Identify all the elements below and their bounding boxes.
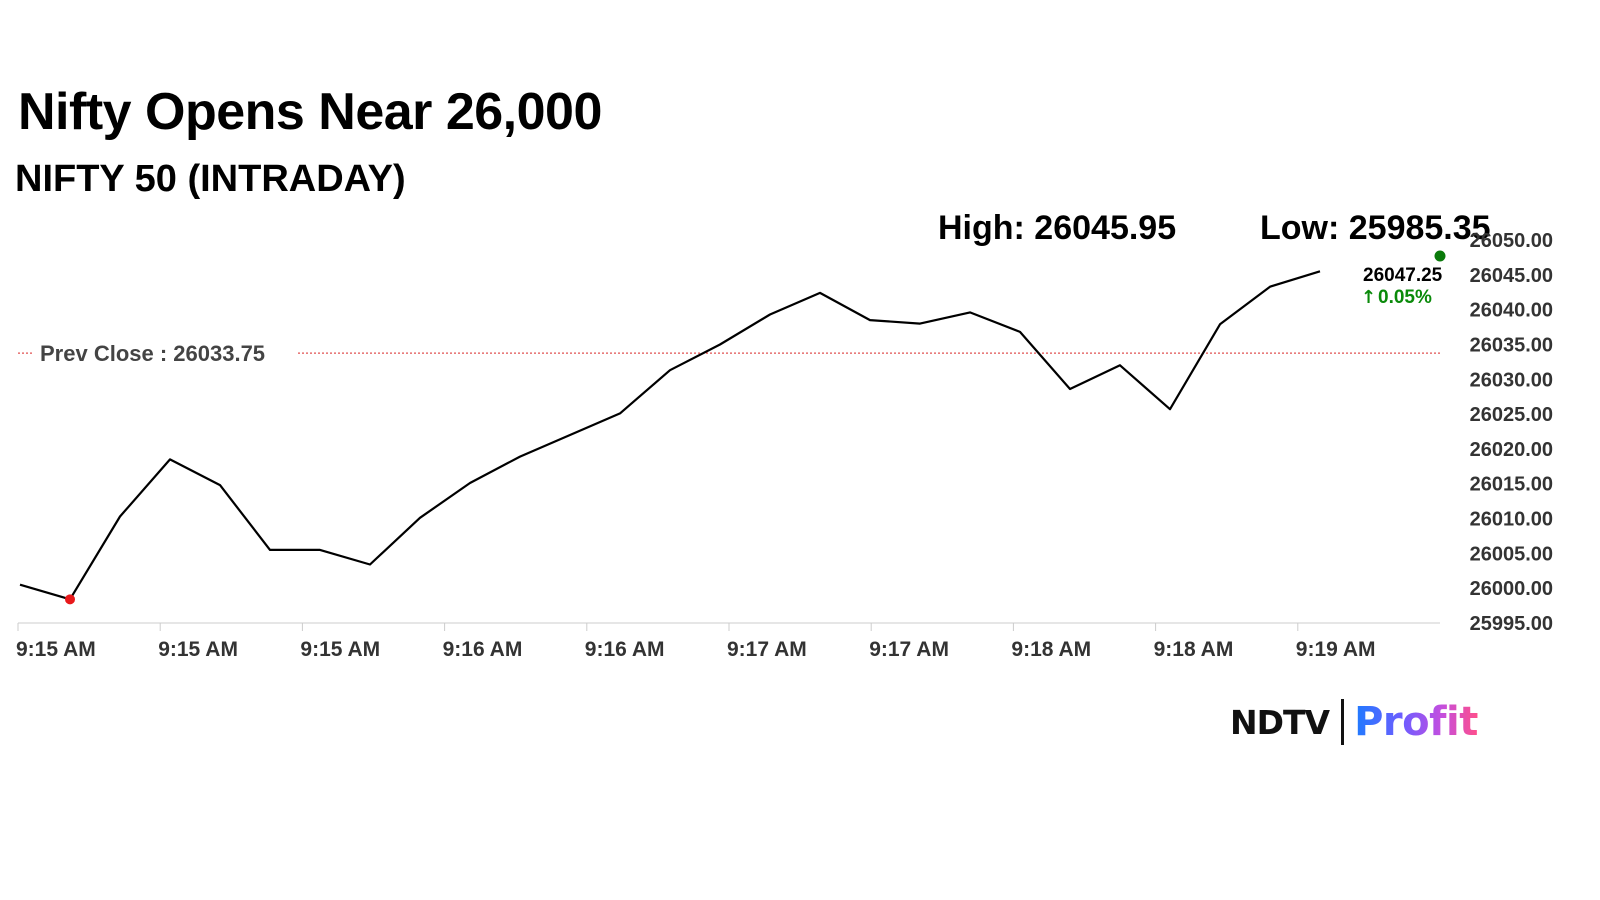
y-tick-label: 26045.00 [1470,265,1553,287]
x-tick-label: 9:19 AM [1296,638,1376,661]
x-axis-ticks: 9:15 AM 9:15 AM 9:15 AM 9:16 AM 9:16 AM 9:17 … [16,623,1376,661]
prev-close-label: Prev Close : 26033.75 [40,341,265,366]
low-stat: Low: 25985.35 [1260,209,1491,247]
chart-subtitle: NIFTY 50 (INTRADAY) [15,158,406,200]
y-axis-ticks: 26050.00 26045.00 26040.00 26035.00 26030.00… [1470,230,1553,635]
x-tick-label: 9:17 AM [727,638,807,661]
y-tick-label: 26025.00 [1470,404,1553,426]
logo-ndtv-text: NDTV [1230,702,1330,742]
change-percent: 0.05% [1378,287,1432,308]
y-tick-label: 26050.00 [1470,230,1553,252]
y-tick-label: 26040.00 [1470,300,1553,322]
price-line [19,270,1321,601]
x-tick-label: 9:17 AM [869,638,949,661]
change-arrow: ↑ [1361,287,1376,308]
y-tick-label: 26020.00 [1470,439,1553,461]
y-tick-label: 26000.00 [1470,578,1553,600]
x-tick-label: 9:16 AM [443,638,523,661]
logo-divider [1341,699,1345,745]
y-tick-label: 26030.00 [1470,369,1553,391]
y-tick-label: 26035.00 [1470,334,1553,356]
prev-close-label-bg [32,339,298,366]
logo-profit-text: Profit [1354,699,1478,745]
x-tick-label: 9:15 AM [16,638,96,661]
chart-title: Nifty Opens Near 26,000 [18,83,602,141]
x-tick-label: 9:18 AM [1011,638,1091,661]
x-tick-label: 9:16 AM [585,638,665,661]
x-tick-label: 9:15 AM [300,638,380,661]
x-tick-label: 9:15 AM [158,638,238,661]
high-point-marker [1434,250,1446,262]
y-tick-label: 25995.00 [1470,613,1553,635]
y-tick-label: 26010.00 [1470,509,1553,531]
ndtv-profit-logo: NDTV Profit [1230,697,1478,747]
last-value-label: 26047.25 [1363,265,1443,286]
y-tick-label: 26015.00 [1470,474,1553,496]
y-tick-label: 26005.00 [1470,543,1553,565]
low-point-marker [65,594,75,605]
high-stat: High: 26045.95 [938,209,1176,247]
x-tick-label: 9:18 AM [1154,638,1234,661]
